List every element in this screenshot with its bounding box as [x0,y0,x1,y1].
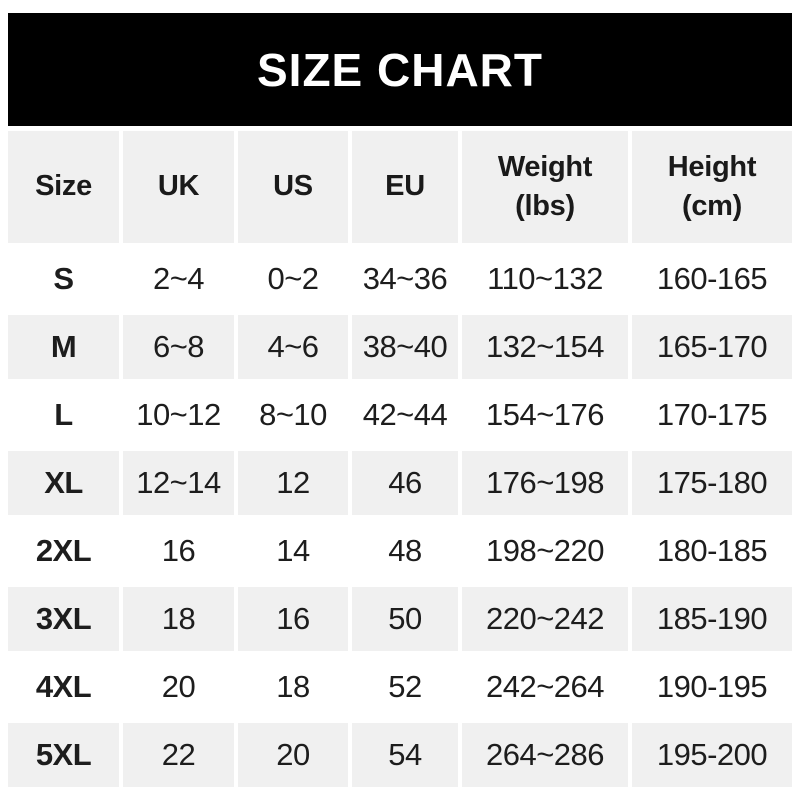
size-cell: L [8,383,119,447]
size-cell: M [8,315,119,379]
weight-cell: 176~198 [462,451,628,515]
size-chart-table: Size UK US EU Weight (lbs) Height (cm) S… [8,131,792,787]
height-cell: 195-200 [632,723,792,787]
size-chart-banner: SIZE CHART [8,13,792,126]
us-cell: 4~6 [238,315,348,379]
us-cell: 0~2 [238,247,348,311]
page-title: SIZE CHART [257,43,543,96]
height-cell: 160-165 [632,247,792,311]
height-cell: 190-195 [632,655,792,719]
uk-cell: 22 [123,723,234,787]
uk-cell: 12~14 [123,451,234,515]
weight-cell: 154~176 [462,383,628,447]
uk-cell: 18 [123,587,234,651]
us-cell: 8~10 [238,383,348,447]
uk-cell: 2~4 [123,247,234,311]
header-us: US [238,131,348,243]
eu-cell: 34~36 [352,247,458,311]
header-eu: EU [352,131,458,243]
size-cell: 5XL [8,723,119,787]
uk-cell: 16 [123,519,234,583]
eu-cell: 54 [352,723,458,787]
eu-cell: 52 [352,655,458,719]
eu-cell: 50 [352,587,458,651]
height-cell: 175-180 [632,451,792,515]
height-cell: 180-185 [632,519,792,583]
weight-cell: 110~132 [462,247,628,311]
weight-cell: 242~264 [462,655,628,719]
weight-cell: 220~242 [462,587,628,651]
eu-cell: 38~40 [352,315,458,379]
size-cell: 3XL [8,587,119,651]
size-cell: 2XL [8,519,119,583]
eu-cell: 48 [352,519,458,583]
height-cell: 165-170 [632,315,792,379]
size-cell: XL [8,451,119,515]
uk-cell: 20 [123,655,234,719]
us-cell: 12 [238,451,348,515]
us-cell: 16 [238,587,348,651]
header-weight-lbs: Weight (lbs) [462,131,628,243]
us-cell: 14 [238,519,348,583]
weight-cell: 198~220 [462,519,628,583]
weight-cell: 264~286 [462,723,628,787]
height-cell: 185-190 [632,587,792,651]
us-cell: 18 [238,655,348,719]
size-cell: S [8,247,119,311]
uk-cell: 10~12 [123,383,234,447]
header-height-cm: Height (cm) [632,131,792,243]
height-cell: 170-175 [632,383,792,447]
eu-cell: 46 [352,451,458,515]
header-uk: UK [123,131,234,243]
us-cell: 20 [238,723,348,787]
uk-cell: 6~8 [123,315,234,379]
weight-cell: 132~154 [462,315,628,379]
size-cell: 4XL [8,655,119,719]
header-size: Size [8,131,119,243]
eu-cell: 42~44 [352,383,458,447]
